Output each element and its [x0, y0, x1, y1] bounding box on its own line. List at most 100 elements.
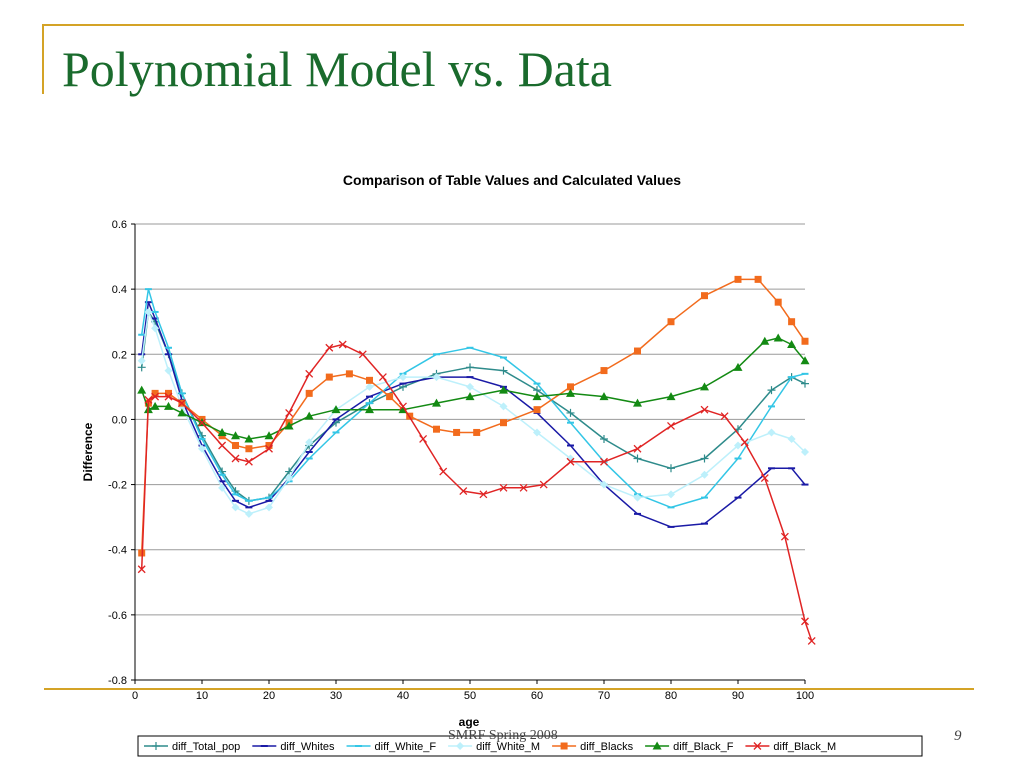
x-tick-label: 0	[132, 690, 138, 702]
data-point	[600, 367, 608, 375]
data-point	[539, 480, 548, 489]
data-point	[600, 480, 608, 489]
chart-title: Comparison of Table Values and Calculate…	[343, 172, 681, 188]
top-rule	[44, 24, 964, 26]
legend-label: diff_Black_M	[773, 741, 836, 753]
data-point	[244, 457, 253, 466]
data-point	[780, 532, 789, 541]
data-point	[164, 401, 173, 410]
data-point	[667, 490, 675, 499]
data-point	[800, 356, 810, 365]
data-point	[532, 392, 542, 401]
data-point	[265, 441, 273, 449]
x-tick-label: 80	[665, 690, 677, 702]
data-point	[499, 402, 508, 411]
data-point	[432, 398, 441, 407]
data-point	[305, 369, 314, 378]
left-rule	[42, 24, 44, 94]
data-point	[733, 362, 743, 371]
data-point	[177, 399, 186, 408]
data-point	[264, 431, 274, 440]
data-point	[217, 427, 227, 436]
data-point	[465, 392, 475, 401]
data-point	[734, 275, 742, 283]
data-point	[358, 350, 367, 359]
legend-item: diff_Blacks	[552, 741, 634, 753]
data-point	[667, 464, 675, 473]
data-point	[599, 392, 609, 401]
data-point	[198, 444, 206, 453]
data-point	[466, 363, 474, 372]
series-line	[140, 301, 806, 528]
y-tick-label: 0.4	[112, 284, 127, 296]
data-point	[566, 408, 575, 417]
data-point	[265, 444, 273, 453]
data-point	[499, 385, 508, 394]
data-point	[244, 509, 253, 518]
data-point	[499, 366, 508, 375]
data-point	[150, 401, 160, 410]
data-series	[137, 275, 816, 645]
x-tick-label: 60	[531, 690, 543, 702]
data-point	[801, 379, 809, 388]
x-tick-label: 10	[196, 690, 208, 702]
x-tick-label: 90	[732, 690, 744, 702]
legend-label: diff_White_M	[476, 741, 540, 753]
data-point	[801, 448, 809, 456]
data-point	[304, 411, 314, 420]
y-tick-label: 0.2	[112, 349, 127, 361]
data-point	[218, 441, 227, 450]
data-point	[164, 392, 173, 401]
data-point	[600, 457, 608, 466]
y-tick-label: -0.4	[108, 545, 127, 557]
data-point	[760, 336, 770, 345]
data-point	[144, 307, 153, 316]
y-tick-label: -0.8	[108, 675, 127, 687]
data-point	[365, 382, 374, 391]
legend-label: diff_Whites	[280, 741, 335, 753]
series-diff_Whites	[138, 301, 809, 528]
data-point	[325, 373, 333, 381]
data-point	[667, 421, 675, 430]
x-tick-label: 50	[464, 690, 476, 702]
data-point	[600, 434, 608, 443]
x-axis-label: age	[459, 715, 480, 729]
axes: -0.8 -0.6 -0.4 -0.2 0.0 0.2 0.4 0.6 0 10 20 30 40 50 6…	[108, 219, 814, 702]
data-point	[231, 454, 240, 463]
series-line	[140, 278, 806, 554]
data-point	[218, 483, 227, 492]
legend-item: diff_Black_F	[645, 741, 734, 753]
data-point	[285, 474, 294, 483]
data-point	[787, 434, 796, 443]
y-tick-label: -0.6	[108, 610, 127, 622]
bottom-rule	[44, 688, 974, 690]
legend-item: diff_Black_M	[745, 741, 836, 753]
data-point	[366, 376, 373, 384]
series-diff_Total_pop	[137, 307, 809, 505]
data-point	[459, 487, 468, 496]
data-point	[633, 454, 642, 463]
x-tick-label: 20	[263, 690, 275, 702]
data-point	[305, 389, 313, 397]
legend-label: diff_Blacks	[580, 741, 633, 753]
data-point	[774, 298, 782, 306]
chart-legend: diff_Total_pop diff_Whites diff_White_F dif…	[137, 735, 923, 757]
x-tick-label: 40	[397, 690, 409, 702]
slide-footer: SMRF Spring 2008	[448, 728, 558, 743]
legend-label: diff_White_F	[375, 741, 437, 753]
data-point	[767, 386, 776, 395]
data-point	[801, 617, 809, 626]
data-point	[151, 324, 160, 333]
series-diff_Blacks	[138, 275, 809, 557]
data-point	[734, 441, 742, 450]
data-point	[137, 565, 146, 574]
data-point	[231, 503, 240, 512]
data-point	[634, 347, 641, 355]
legend-marker	[152, 742, 160, 750]
data-point	[566, 388, 575, 397]
y-axis-label: Difference	[81, 422, 95, 481]
data-point	[164, 366, 173, 375]
y-tick-label: 0.0	[112, 414, 127, 426]
data-point	[198, 418, 206, 427]
